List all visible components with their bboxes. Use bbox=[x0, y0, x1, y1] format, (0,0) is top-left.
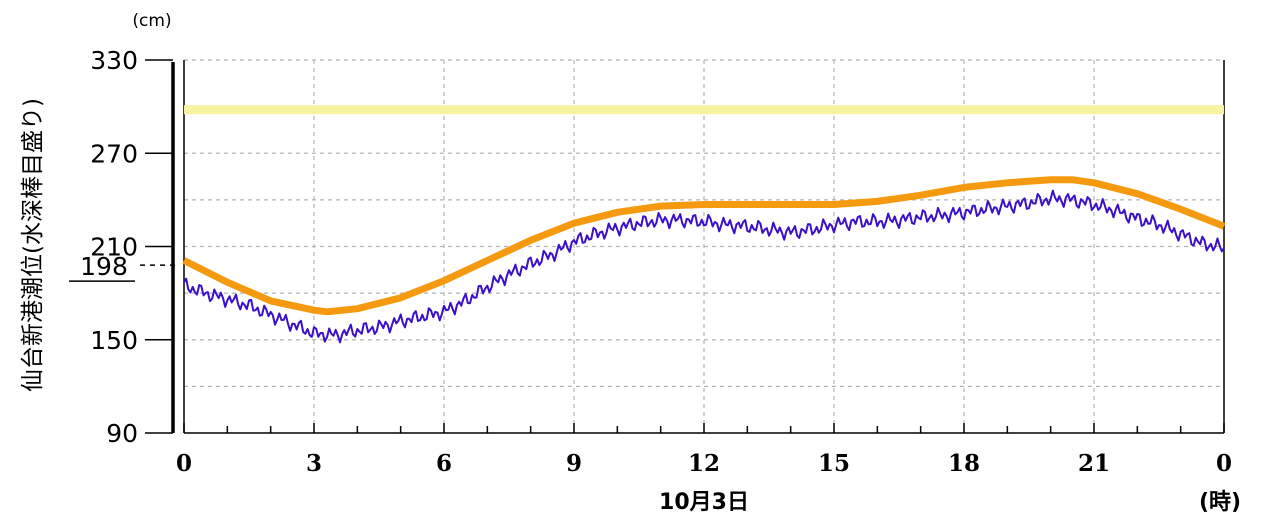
axes bbox=[69, 59, 1225, 434]
x-tick-label: 18 bbox=[948, 450, 980, 477]
x-tick-label: 15 bbox=[818, 450, 850, 477]
y-tick-label: 210 bbox=[90, 233, 138, 262]
series bbox=[182, 105, 1226, 344]
grid bbox=[184, 59, 1224, 433]
observed-tide-line bbox=[183, 189, 1225, 344]
x-axis-label: 10月3日 bbox=[659, 490, 749, 515]
x-tick-label: 12 bbox=[688, 450, 720, 477]
x-tick-label: 21 bbox=[1078, 450, 1110, 477]
y-tick-label: 150 bbox=[90, 326, 138, 355]
x-tick-label: 6 bbox=[436, 450, 452, 477]
x-tick-label: 0 bbox=[1216, 450, 1232, 477]
reference-mark-label: 198 bbox=[80, 252, 128, 281]
x-tick-label: 0 bbox=[176, 450, 192, 477]
x-unit-label: (時) bbox=[1199, 490, 1241, 515]
labels: (cm) 仙台新港潮位(水深棒目盛り) 10月3日 (時) 3302702101… bbox=[20, 11, 1241, 515]
predicted-tide-line bbox=[182, 176, 1226, 316]
y-tick-label: 330 bbox=[90, 46, 138, 75]
x-tick-label: 9 bbox=[566, 450, 582, 477]
y-tick-label: 90 bbox=[106, 419, 138, 448]
y-axis-label: 仙台新港潮位(水深棒目盛り) bbox=[20, 98, 46, 392]
x-tick-label: 3 bbox=[306, 450, 322, 477]
y-unit-label: (cm) bbox=[132, 11, 171, 31]
y-tick-label: 270 bbox=[90, 139, 138, 168]
